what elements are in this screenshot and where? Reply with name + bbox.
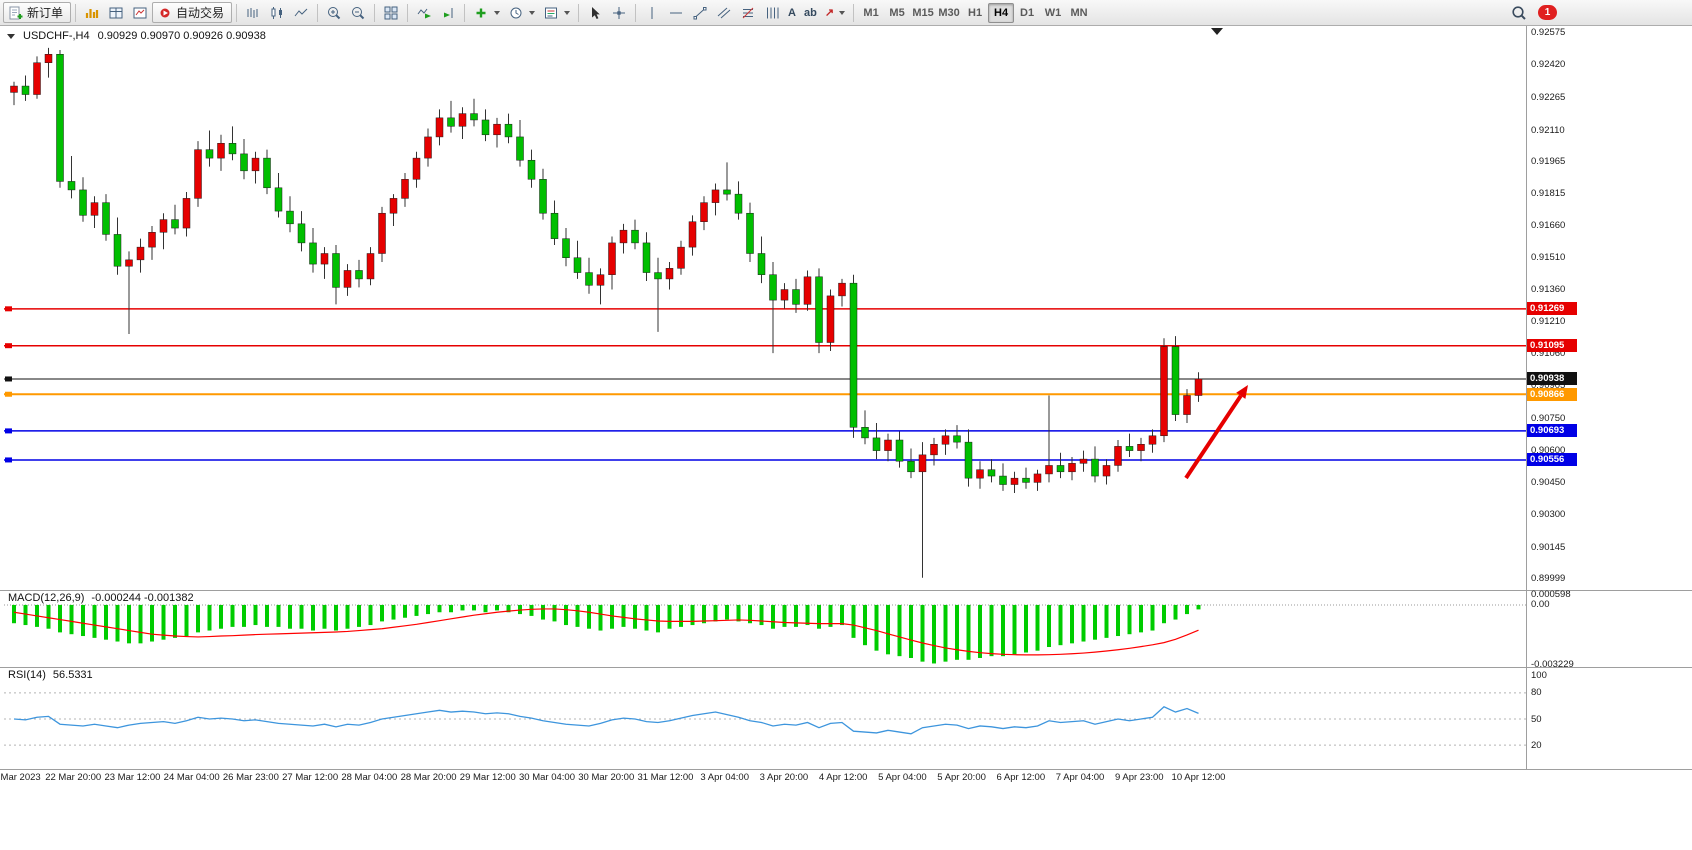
cycle-lines-icon <box>767 7 779 18</box>
trendline-button[interactable] <box>688 2 712 23</box>
text-button[interactable]: A <box>784 2 800 23</box>
periods-button[interactable] <box>504 2 539 23</box>
horizontal-line-icon <box>670 12 683 13</box>
data-window-button[interactable] <box>104 2 128 23</box>
auto-trading-button[interactable]: 自动交易 <box>152 2 233 23</box>
price-scale-separator <box>1526 26 1527 769</box>
timeframe-m30-button[interactable]: M30 <box>936 3 962 23</box>
zoom-out-icon <box>352 6 365 19</box>
new-order-label: 新订单 <box>27 6 64 20</box>
panel-separator[interactable] <box>0 590 1692 591</box>
chart-shift-icon <box>444 7 453 18</box>
templates-icon <box>545 7 558 18</box>
candlestick-button[interactable] <box>265 2 289 23</box>
timeframe-h4-button[interactable]: H4 <box>988 2 1015 23</box>
bar-chart-icon <box>247 7 258 18</box>
arrow-tool-icon: ↗ <box>824 7 835 19</box>
toolbar-separator <box>317 3 319 22</box>
rsi-indicator-name: RSI(14) <box>8 669 46 681</box>
crosshair-icon <box>613 6 626 19</box>
auto-scroll-button[interactable] <box>412 2 436 23</box>
timeframe-m1-button[interactable]: M1 <box>858 3 884 23</box>
timeframe-m15-button[interactable]: M15 <box>910 3 936 23</box>
notification-badge[interactable]: 1 <box>1538 5 1557 20</box>
templates-button[interactable] <box>539 2 574 23</box>
cursor-icon <box>592 6 600 19</box>
clock-icon <box>510 7 522 18</box>
toolbar-separator <box>464 3 466 22</box>
new-chart-icon <box>133 7 147 18</box>
new-order-button[interactable]: 新订单 <box>3 2 72 23</box>
equidistant-channel-button[interactable] <box>712 2 736 23</box>
toolbar-separator <box>374 3 376 22</box>
toolbar-separator <box>853 3 855 22</box>
new-chart-button[interactable] <box>128 2 152 23</box>
auto-trading-label: 自动交易 <box>176 6 225 20</box>
candlestick-icon <box>271 6 283 19</box>
macd-indicator-name: MACD(12,26,9) <box>8 592 85 604</box>
chart-shift-button[interactable] <box>436 2 460 23</box>
cycle-lines-button[interactable] <box>760 2 784 23</box>
trendline-icon <box>693 6 707 19</box>
horizontal-line-button[interactable] <box>664 2 688 23</box>
chevron-down-icon <box>529 10 536 15</box>
tile-windows-button[interactable] <box>379 2 403 23</box>
indicators-button[interactable] <box>469 2 504 23</box>
timeframe-d1-button[interactable]: D1 <box>1014 3 1040 23</box>
timeframe-mn-button[interactable]: MN <box>1066 3 1092 23</box>
auto-scroll-icon <box>417 8 432 18</box>
chevron-down-icon <box>564 10 571 15</box>
bar-chart-button[interactable] <box>241 2 265 23</box>
chart-header: USDCHF-,H4 0.90929 0.90970 0.90926 0.909… <box>7 30 266 42</box>
main-toolbar: 新订单 自动交易 <box>0 0 1692 26</box>
fibonacci-button[interactable] <box>736 2 760 23</box>
text-label-button[interactable]: ab <box>800 2 821 23</box>
macd-indicator-values: -0.000244 -0.001382 <box>91 592 194 604</box>
timeframe-w1-button[interactable]: W1 <box>1040 3 1066 23</box>
timeframe-m5-button[interactable]: M5 <box>884 3 910 23</box>
toolbar-right-cluster: 1 <box>1507 2 1689 23</box>
crosshair-button[interactable] <box>607 2 631 23</box>
chevron-down-icon <box>494 10 501 15</box>
toolbar-separator <box>75 3 77 22</box>
chart-symbol-period: USDCHF-,H4 <box>23 30 90 42</box>
text-label-icon: ab <box>803 6 817 19</box>
arrows-button[interactable]: ↗ <box>821 2 849 23</box>
toolbar-separator <box>407 3 409 22</box>
toolbar-separator <box>578 3 580 22</box>
zoom-in-button[interactable] <box>322 2 346 23</box>
channel-icon <box>717 7 731 18</box>
cursor-button[interactable] <box>583 2 607 23</box>
rsi-panel-label: RSI(14) 56.5331 <box>8 669 93 681</box>
chart-ohlc-values: 0.90929 0.90970 0.90926 0.90938 <box>97 30 266 42</box>
tile-windows-icon <box>384 6 398 19</box>
text-tool-icon: A <box>788 6 796 19</box>
market-watch-button[interactable] <box>80 2 104 23</box>
timeframe-h1-button[interactable]: H1 <box>962 3 988 23</box>
data-window-icon <box>109 7 123 18</box>
zoom-in-icon <box>328 6 341 19</box>
new-order-icon <box>9 6 23 19</box>
panel-separator <box>0 769 1692 770</box>
market-watch-icon <box>85 8 99 18</box>
zoom-out-button[interactable] <box>346 2 370 23</box>
rsi-indicator-value: 56.5331 <box>52 669 93 681</box>
chevron-down-icon <box>839 10 846 15</box>
one-click-trading-toggle[interactable] <box>7 33 15 39</box>
search-icon <box>1512 5 1526 20</box>
search-button[interactable] <box>1507 2 1531 23</box>
panel-separator[interactable] <box>0 667 1692 668</box>
auto-trading-icon <box>160 8 170 17</box>
vertical-line-button[interactable] <box>640 2 664 23</box>
fibonacci-icon <box>742 7 754 18</box>
vertical-line-icon <box>651 6 653 19</box>
toolbar-separator <box>635 3 637 22</box>
line-chart-button[interactable] <box>289 2 313 23</box>
indicators-add-icon <box>476 8 486 17</box>
line-chart-icon <box>294 8 308 16</box>
toolbar-separator <box>236 3 238 22</box>
macd-panel-label: MACD(12,26,9) -0.000244 -0.001382 <box>8 592 194 604</box>
